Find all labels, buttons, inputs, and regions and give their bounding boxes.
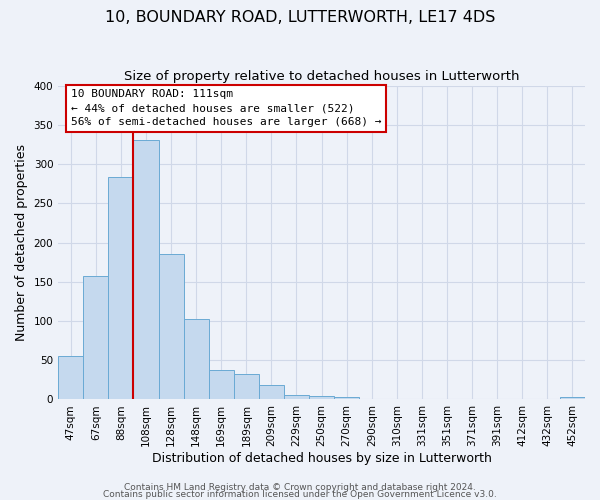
Bar bbox=[83, 276, 109, 400]
Bar bbox=[109, 176, 133, 400]
Text: 10, BOUNDARY ROAD, LUTTERWORTH, LE17 4DS: 10, BOUNDARY ROAD, LUTTERWORTH, LE17 4DS bbox=[105, 10, 495, 25]
Bar bbox=[259, 386, 284, 400]
Bar bbox=[560, 397, 585, 400]
Bar bbox=[284, 394, 309, 400]
Title: Size of property relative to detached houses in Lutterworth: Size of property relative to detached ho… bbox=[124, 70, 520, 83]
Text: Contains public sector information licensed under the Open Government Licence v3: Contains public sector information licen… bbox=[103, 490, 497, 499]
Bar bbox=[158, 254, 184, 400]
Bar bbox=[209, 370, 234, 400]
Bar bbox=[58, 356, 83, 400]
Bar bbox=[234, 374, 259, 400]
Text: 10 BOUNDARY ROAD: 111sqm
← 44% of detached houses are smaller (522)
56% of semi-: 10 BOUNDARY ROAD: 111sqm ← 44% of detach… bbox=[71, 90, 381, 128]
Bar bbox=[133, 140, 158, 400]
Bar bbox=[334, 397, 359, 400]
Text: Contains HM Land Registry data © Crown copyright and database right 2024.: Contains HM Land Registry data © Crown c… bbox=[124, 484, 476, 492]
X-axis label: Distribution of detached houses by size in Lutterworth: Distribution of detached houses by size … bbox=[152, 452, 491, 465]
Y-axis label: Number of detached properties: Number of detached properties bbox=[15, 144, 28, 341]
Bar bbox=[309, 396, 334, 400]
Bar bbox=[184, 318, 209, 400]
